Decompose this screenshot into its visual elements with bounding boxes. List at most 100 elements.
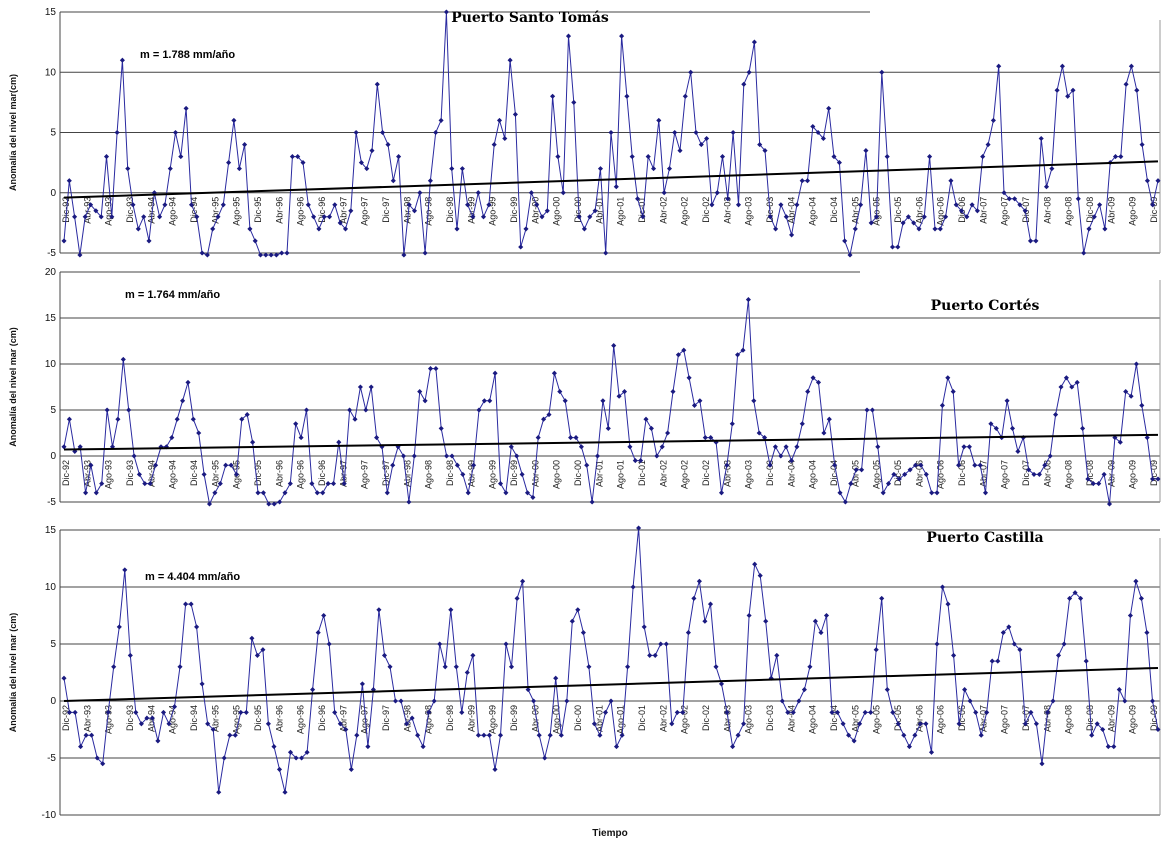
x-tick-label: Abr-95 [210, 705, 220, 732]
data-point [746, 612, 752, 619]
data-point [907, 467, 913, 473]
data-point [547, 732, 553, 738]
x-tick-label: Dic-03 [765, 460, 775, 486]
data-point [1058, 384, 1064, 390]
data-point [255, 490, 261, 496]
data-point [718, 490, 725, 496]
data-point [864, 407, 870, 413]
data-point [729, 421, 735, 427]
data-point [1102, 226, 1108, 232]
data-point [348, 766, 354, 772]
data-point [359, 681, 365, 687]
chart-title: Puerto Santo Tomás [451, 10, 609, 26]
x-tick-label: Dic-03 [765, 705, 775, 731]
data-point [757, 573, 763, 579]
data-point [1000, 630, 1006, 636]
x-tick-label: Ago-06 [936, 705, 946, 734]
data-point [773, 226, 779, 232]
data-point [859, 467, 865, 473]
data-point [1139, 142, 1145, 148]
data-point [735, 732, 741, 738]
data-point [444, 453, 450, 459]
data-point [390, 462, 396, 468]
data-point [1075, 196, 1081, 202]
data-point [93, 208, 99, 214]
data-point [1094, 721, 1100, 727]
x-tick-label: Abr-05 [850, 705, 860, 732]
y-tick-label: 20 [45, 267, 57, 278]
trend-line [63, 160, 1159, 199]
x-tick-label: Dic-92 [61, 460, 71, 486]
data-point [201, 471, 207, 477]
x-tick-label: Dic-97 [381, 705, 391, 731]
data-point [1059, 63, 1065, 69]
data-point [820, 135, 826, 142]
x-tick-label: Abr-01 [594, 705, 604, 732]
data-point [1155, 476, 1161, 482]
data-point [400, 453, 407, 459]
data-point [236, 166, 242, 172]
data-point [180, 398, 186, 404]
data-point [741, 721, 747, 727]
x-tick-label: Ago-94 [168, 460, 178, 489]
data-point [153, 462, 159, 468]
data-point [1089, 732, 1095, 738]
data-point [724, 462, 730, 468]
data-point [594, 453, 601, 459]
data-point [507, 57, 513, 63]
data-point [1106, 501, 1113, 507]
data-point [1127, 612, 1133, 619]
data-point [135, 226, 141, 232]
data-point [172, 129, 179, 136]
x-tick-label: Ago-00 [552, 705, 562, 734]
data-point [459, 709, 465, 715]
x-tick-label: Dic-96 [317, 705, 327, 731]
x-tick-label: Abr-04 [786, 705, 796, 732]
data-point [575, 607, 581, 613]
x-tick-label: Ago-99 [488, 705, 498, 734]
x-tick-label: Ago-00 [552, 460, 562, 489]
x-tick-label: Abr-06 [914, 197, 924, 224]
data-point [190, 416, 196, 422]
data-point [157, 214, 163, 220]
x-tick-label: Abr-97 [338, 705, 348, 732]
data-point [928, 749, 935, 755]
x-tick-label: Ago-97 [360, 705, 370, 734]
data-point [167, 166, 173, 172]
data-point [520, 578, 526, 584]
data-point [449, 453, 455, 459]
data-point [1069, 384, 1075, 390]
data-point [659, 444, 665, 450]
data-point [837, 490, 843, 496]
data-point [66, 178, 72, 184]
y-tick-label: 10 [45, 67, 57, 78]
data-point [531, 698, 537, 704]
data-point [918, 462, 924, 468]
data-point [326, 641, 332, 647]
data-point [330, 481, 337, 487]
data-point [752, 561, 758, 567]
x-tick-label: Abr-93 [82, 705, 92, 732]
x-tick-label: Abr-03 [722, 197, 732, 224]
y-tick-label: 15 [45, 7, 57, 18]
data-point [415, 732, 421, 738]
data-point [514, 453, 520, 459]
data-point [271, 501, 277, 507]
data-point [665, 430, 671, 436]
x-tick-label: Abr-03 [722, 460, 732, 487]
data-point [1123, 81, 1129, 87]
x-tick-label: Dic-01 [637, 705, 647, 731]
y-axis-label: Anomalía del nivel mar(cm) [8, 74, 18, 191]
data-point [836, 160, 842, 166]
data-point [303, 407, 310, 413]
data-point [900, 220, 906, 226]
data-point [287, 481, 293, 487]
x-tick-label: Ago-02 [680, 197, 690, 226]
x-tick-label: Dic-06 [957, 705, 967, 731]
data-point [1054, 87, 1060, 93]
x-tick-label: Abr-01 [594, 460, 604, 487]
data-point [1123, 389, 1129, 395]
data-point [480, 214, 487, 220]
data-point [558, 732, 564, 738]
